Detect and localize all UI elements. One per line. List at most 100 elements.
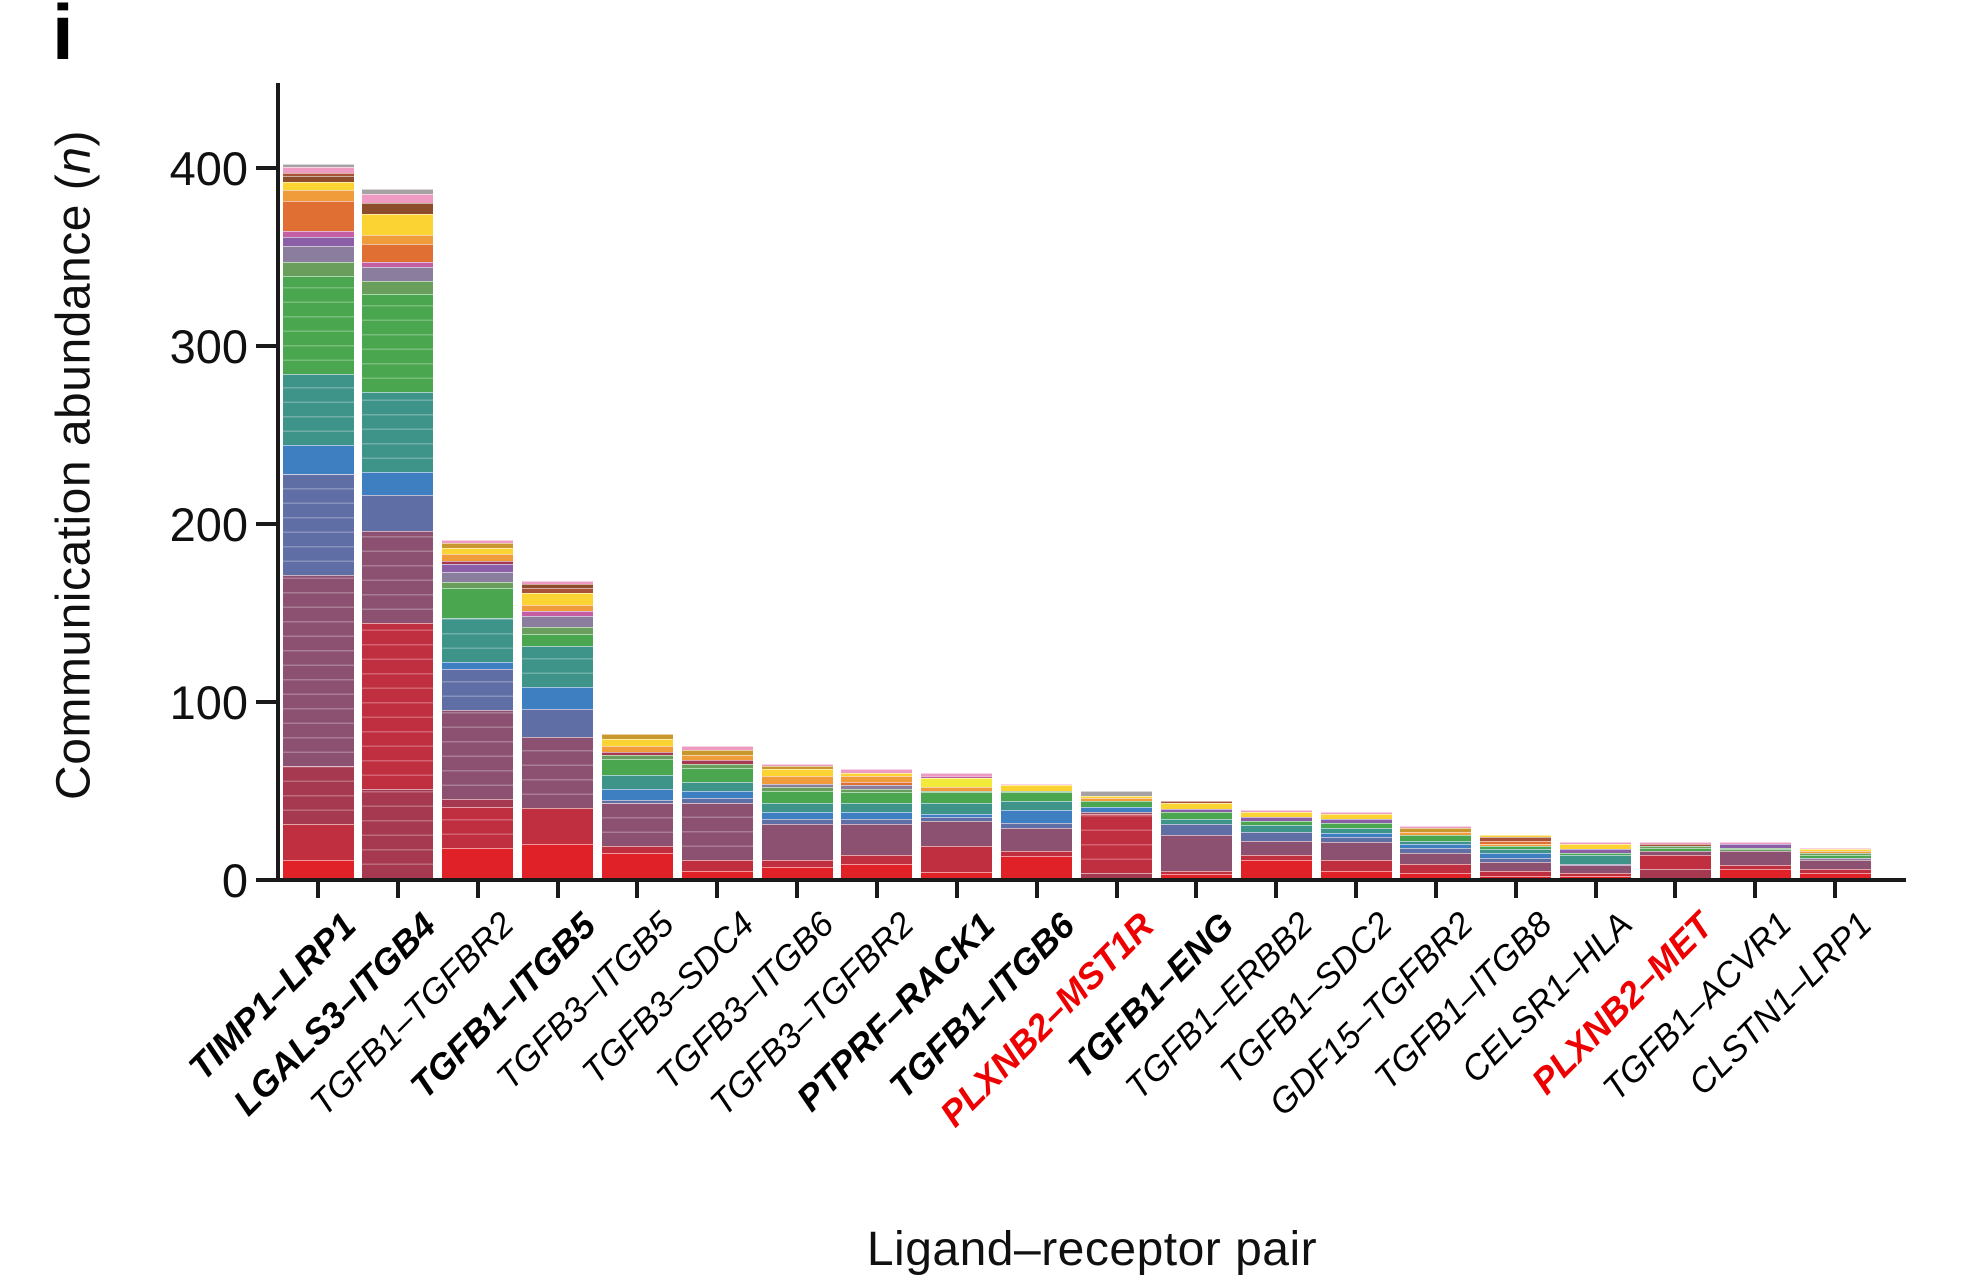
bar-segment-slate <box>282 473 354 576</box>
bar-segment-purple <box>442 564 514 572</box>
bar-segment-blue <box>282 445 354 474</box>
y-tick-mark <box>256 343 276 348</box>
bar-segment-violetgray <box>761 783 833 788</box>
bar-segment-blue <box>761 811 833 820</box>
bar-segment-yellow <box>1560 844 1632 850</box>
bar-segment-amber <box>681 755 753 761</box>
bar-segment-wine <box>442 799 514 807</box>
bar-segment-green <box>1001 792 1073 802</box>
x-tick-mark <box>1833 882 1838 898</box>
bar-segment-teal <box>1320 828 1392 834</box>
bar-segment-teal <box>1400 840 1472 845</box>
bar-segment-red <box>282 859 354 878</box>
bar-TGFB1–ACVR1 <box>1719 842 1791 878</box>
bar-segment-teal <box>1240 824 1312 832</box>
bar-segment-slate <box>601 799 673 804</box>
bar-segment-mauve <box>1639 851 1711 855</box>
bar-segment-teal <box>1160 819 1232 825</box>
bar-segment-pink <box>1240 810 1312 813</box>
bar-segment-amber <box>1081 797 1152 802</box>
bar-segment-crimson <box>1001 851 1073 857</box>
bar-segment-amber <box>1480 844 1552 846</box>
bar-segment-pink <box>1320 812 1392 814</box>
bar-segment-amber <box>841 776 913 782</box>
bar-segment-violetgray <box>522 616 594 627</box>
bar-segment-green <box>522 633 594 647</box>
bar-segment-red <box>1320 870 1392 878</box>
bar-segment-blue <box>1001 810 1073 823</box>
bar-segment-wine <box>1081 872 1152 878</box>
bar-segment-violetgray <box>362 267 434 282</box>
bar-segment-pink <box>1639 842 1711 845</box>
bar-segment-crimson <box>601 845 673 853</box>
bar-segment-goldenrod <box>442 543 514 549</box>
bar-segment-brightyellow <box>921 778 993 788</box>
bar-segment-teal <box>921 803 993 814</box>
bar-segment-green <box>1719 847 1791 850</box>
bar-segment-yellow <box>522 592 594 606</box>
bar-segment-amber <box>1799 851 1871 854</box>
x-tick-mark <box>475 882 480 898</box>
bar-segment-crimson <box>1240 854 1312 861</box>
bar-TGFB3–ITGB5 <box>601 733 673 878</box>
bar-segment-slate <box>921 817 993 821</box>
bar-segment-pink <box>442 539 514 544</box>
x-tick-mark <box>316 882 320 898</box>
bar-CLSTN1–LRP1 <box>1799 847 1871 878</box>
bar-segment-yellow <box>362 213 434 235</box>
bar-segment-amber <box>442 553 514 561</box>
bar-segment-crimson <box>761 860 833 868</box>
bar-segment-slate <box>1560 863 1632 866</box>
bar-segment-teal <box>522 646 594 688</box>
bar-segment-teal <box>601 774 673 789</box>
x-tick-mark <box>954 882 959 898</box>
bar-segment-slate <box>1480 858 1552 862</box>
bar-segment-slate <box>442 669 514 711</box>
bar-segment-mauve <box>1160 835 1232 871</box>
bar-segment-blue <box>601 788 673 800</box>
bar-segment-green <box>1799 854 1871 859</box>
bar-segment-yellow <box>1799 849 1871 852</box>
bar-TGFB1–ITGB8 <box>1480 835 1552 878</box>
bar-segment-red <box>1560 876 1632 878</box>
bar-segment-green <box>921 792 993 804</box>
bar-segment-gray <box>1081 790 1152 797</box>
y-tick-label: 300 <box>169 319 248 373</box>
bar-segment-wine <box>362 788 434 878</box>
bar-segment-slate <box>761 819 833 825</box>
bar-segment-pink <box>921 772 993 777</box>
bar-segment-mauve <box>282 575 354 766</box>
bar-segment-pink <box>761 764 833 766</box>
bar-TGFB1–ENG <box>1160 801 1232 878</box>
bar-segment-goldenrod <box>761 765 833 770</box>
bar-segment-mauve <box>601 803 673 846</box>
bar-segment-teal <box>442 617 514 663</box>
bar-segment-green <box>681 767 753 782</box>
bar-segment-slate <box>1001 822 1073 829</box>
bar-segment-amber <box>362 235 434 244</box>
bar-segment-gray <box>282 163 354 168</box>
bar-segment-green <box>1160 812 1232 820</box>
bar-segment-yellow <box>601 739 673 747</box>
bar-segment-crimson <box>681 860 753 871</box>
x-tick-mark <box>874 882 879 898</box>
bar-segment-sienna <box>282 172 354 177</box>
bar-segment-blue <box>1320 833 1392 837</box>
bar-segment-orange <box>1480 840 1552 845</box>
x-tick-mark <box>1753 882 1758 898</box>
bar-segment-mauve <box>1081 812 1152 814</box>
bar-segment-pink <box>1719 842 1791 845</box>
bar-segment-purple <box>1560 849 1632 854</box>
bar-segment-crimson <box>1799 868 1871 873</box>
bar-segment-brown <box>362 202 434 214</box>
bar-segment-pink <box>1001 783 1073 786</box>
bar-segment-crimson <box>282 824 354 860</box>
bar-segment-sienna <box>1160 801 1232 804</box>
bar-segment-mauve <box>1240 840 1312 855</box>
bar-segment-crimson <box>362 623 434 789</box>
bar-segment-wine <box>681 760 753 764</box>
bar-segment-crimson <box>841 854 913 864</box>
panel-label: i <box>52 0 74 76</box>
